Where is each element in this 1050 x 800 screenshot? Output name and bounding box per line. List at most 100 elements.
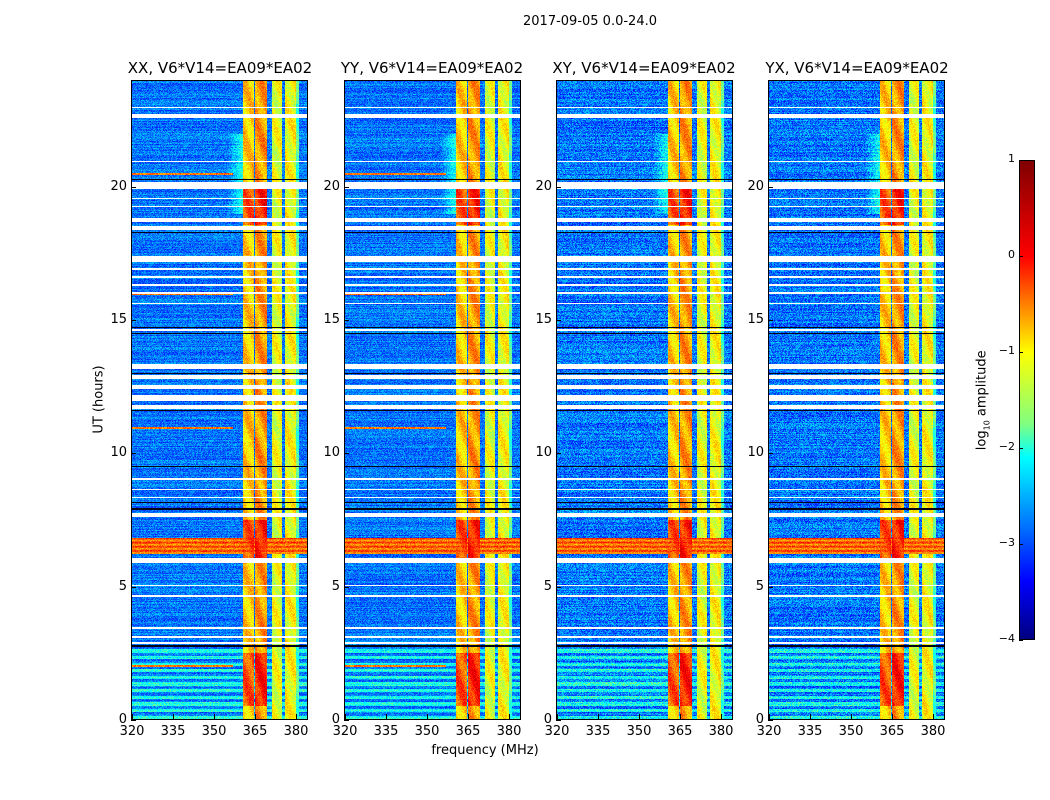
panel-title: YX, V6*V14=EA09*EA02 [765,59,949,77]
x-tick-label: 350 [626,724,652,739]
y-tick [131,186,136,188]
x-tick-label: 320 [544,724,570,739]
x-tick-label: 365 [879,724,905,739]
x-tick-label: 350 [838,724,864,739]
x-tick [769,714,770,719]
y-tick [344,453,349,455]
figure-title: 2017-09-05 0.0-24.0 [523,14,657,29]
y-tick-label: 0 [331,712,340,727]
y-tick [556,320,561,321]
spectrogram-image-yx [769,81,944,719]
y-axis-label: UT (hours) [91,365,107,434]
x-tick [173,714,175,719]
colorbar-tick-label: 0 [1008,248,1015,261]
y-tick [768,720,773,721]
colorbar-tick [1019,352,1023,353]
x-tick [296,714,298,719]
y-tick-label: 20 [110,178,127,194]
colorbar-label-suffix: amplitude [974,350,990,421]
y-tick [768,186,773,188]
y-tick-label: 20 [747,178,764,194]
y-tick-label: 5 [543,578,552,594]
colorbar-tick-label: −4 [998,632,1015,645]
y-tick-label: 10 [323,445,340,461]
x-tick [639,714,641,719]
y-tick [556,586,561,588]
colorbar-tick-label: 1 [1008,152,1015,165]
y-tick [344,720,349,721]
x-tick-label: 335 [585,724,611,739]
x-tick-label: 320 [756,724,782,739]
y-tick [556,186,561,188]
x-tick-label: 320 [332,724,358,739]
spectrogram-image-xy [557,81,732,719]
spectrogram-axes [768,80,945,720]
y-tick [131,320,136,321]
x-tick [810,714,812,719]
x-tick-label: 335 [160,724,186,739]
y-tick-label: 0 [543,712,552,727]
x-tick [892,714,894,719]
y-tick-label: 20 [535,178,552,194]
colorbar-tick-label: −2 [998,440,1015,453]
y-tick-label: 5 [755,578,764,594]
y-tick-label: 0 [118,712,127,727]
x-tick-label: 380 [496,724,522,739]
y-tick [344,320,349,321]
y-tick-label: 5 [331,578,340,594]
spectrogram-axes [131,80,308,720]
colorbar-tick-label: −3 [998,536,1015,549]
x-tick [345,714,346,719]
y-tick [344,186,349,188]
x-tick [427,714,429,719]
panel-title: YY, V6*V14=EA09*EA02 [340,59,524,77]
colorbar-tick [1019,160,1023,161]
y-tick [768,453,773,455]
y-tick-label: 15 [110,312,127,327]
y-tick-label: 10 [535,445,552,461]
colorbar-label-sub: 10 [982,420,992,431]
x-tick-label: 365 [667,724,693,739]
spectrogram-image-yy [345,81,520,719]
x-tick [468,714,470,719]
colorbar-tick [1019,544,1023,545]
y-tick [131,453,136,455]
x-tick [132,714,133,719]
x-tick-label: 380 [708,724,734,739]
x-tick [598,714,600,719]
colorbar-tick [1019,640,1023,641]
x-tick-label: 350 [201,724,227,739]
y-tick-label: 10 [110,445,127,461]
x-tick-label: 320 [119,724,145,739]
colorbar-tick [1019,256,1023,257]
colorbar-tick-label: −1 [998,344,1015,357]
colorbar [1019,160,1035,640]
x-tick [557,714,558,719]
x-tick-label: 350 [414,724,440,739]
y-tick-label: 5 [118,578,127,594]
y-tick [131,720,136,721]
panel-title: XX, V6*V14=EA09*EA02 [127,59,313,77]
y-tick-label: 0 [755,712,764,727]
spectrogram-axes [344,80,521,720]
y-tick-label: 15 [323,312,340,327]
y-tick [556,720,561,721]
colorbar-tick [1019,448,1023,449]
y-tick-label: 15 [747,312,764,327]
x-tick [386,714,388,719]
y-tick-label: 15 [535,312,552,327]
x-tick [255,714,257,719]
x-tick-label: 380 [283,724,309,739]
x-tick-label: 335 [797,724,823,739]
panel-title: XY, V6*V14=EA09*EA02 [552,59,736,77]
x-tick [721,714,723,719]
spectrogram-image-xx [132,81,307,719]
x-tick [509,714,511,719]
y-tick-label: 20 [323,178,340,194]
spectrogram-axes [556,80,733,720]
x-tick [680,714,682,719]
y-tick [344,586,349,588]
x-axis-label: frequency (MHz) [431,743,539,758]
x-tick-label: 365 [242,724,268,739]
x-tick-label: 335 [373,724,399,739]
